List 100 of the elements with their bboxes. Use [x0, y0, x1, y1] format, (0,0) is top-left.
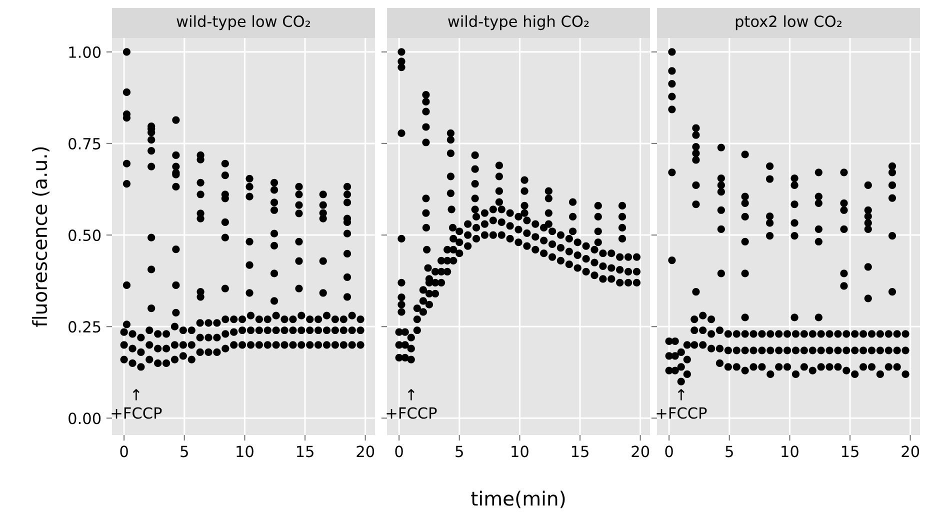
point — [319, 190, 327, 198]
point — [616, 278, 624, 286]
chart-title: wild-type low CO₂ — [176, 15, 310, 30]
point — [859, 330, 868, 338]
point — [495, 172, 503, 180]
point — [122, 160, 131, 168]
point — [741, 192, 749, 200]
point — [446, 172, 454, 180]
point — [398, 129, 406, 138]
point — [692, 200, 700, 208]
point — [707, 315, 716, 324]
point — [758, 330, 766, 338]
point — [618, 224, 626, 232]
point — [544, 194, 552, 202]
point — [792, 370, 800, 378]
point — [876, 370, 884, 378]
point — [893, 346, 901, 354]
point — [172, 116, 180, 124]
point — [422, 123, 430, 131]
point — [594, 212, 602, 221]
point — [480, 231, 489, 239]
point — [148, 234, 156, 242]
point — [594, 238, 602, 246]
point — [893, 363, 901, 371]
point — [172, 182, 180, 190]
point — [699, 312, 707, 320]
point — [668, 92, 676, 100]
point — [322, 326, 331, 334]
point — [407, 344, 415, 352]
x-tick-label: 5 — [456, 446, 463, 458]
point — [506, 209, 514, 217]
point — [834, 346, 842, 354]
point — [590, 272, 598, 280]
point — [814, 192, 822, 200]
point — [213, 319, 221, 327]
point — [340, 341, 348, 349]
point — [888, 168, 896, 176]
point — [868, 346, 876, 354]
point — [314, 315, 322, 324]
point — [808, 330, 816, 338]
point — [340, 315, 348, 324]
point — [750, 330, 758, 338]
point — [450, 246, 458, 254]
point — [246, 341, 255, 349]
point — [840, 225, 848, 233]
point — [902, 330, 910, 338]
point — [893, 330, 901, 338]
point — [154, 330, 162, 338]
point — [331, 315, 339, 324]
point — [471, 194, 479, 202]
point — [280, 326, 288, 334]
point — [608, 264, 616, 272]
point — [808, 366, 816, 374]
point — [808, 346, 816, 354]
point — [238, 341, 246, 349]
point — [472, 224, 480, 232]
point — [532, 246, 540, 254]
point — [188, 326, 196, 334]
point — [840, 168, 848, 176]
point — [298, 326, 306, 334]
point — [289, 315, 297, 324]
point — [196, 178, 204, 186]
point — [413, 304, 421, 312]
point — [450, 256, 458, 264]
point — [540, 236, 548, 244]
x-tick-label: 20 — [356, 446, 374, 458]
point — [448, 224, 457, 232]
point — [343, 190, 352, 198]
point — [196, 293, 204, 301]
point — [717, 270, 725, 278]
point — [790, 219, 798, 227]
point — [120, 341, 128, 349]
point — [489, 216, 497, 224]
point — [446, 189, 454, 198]
point — [222, 330, 230, 338]
point — [565, 260, 573, 268]
point — [356, 315, 364, 324]
point — [814, 168, 822, 176]
point — [146, 326, 154, 334]
point — [834, 363, 842, 371]
point — [264, 326, 272, 334]
point — [671, 352, 679, 360]
point — [221, 172, 229, 180]
point — [814, 314, 822, 322]
point — [196, 319, 204, 327]
point — [864, 181, 872, 190]
point — [520, 209, 528, 217]
chart-title: ptox2 low CO₂ — [736, 15, 842, 30]
point — [868, 363, 876, 371]
point — [348, 312, 356, 320]
point — [401, 341, 409, 349]
point — [246, 174, 254, 182]
point — [270, 206, 278, 214]
point — [314, 326, 322, 334]
point — [162, 330, 170, 338]
point — [618, 202, 626, 210]
point — [246, 312, 255, 320]
point — [498, 218, 506, 226]
point — [817, 363, 825, 371]
point — [766, 370, 774, 378]
